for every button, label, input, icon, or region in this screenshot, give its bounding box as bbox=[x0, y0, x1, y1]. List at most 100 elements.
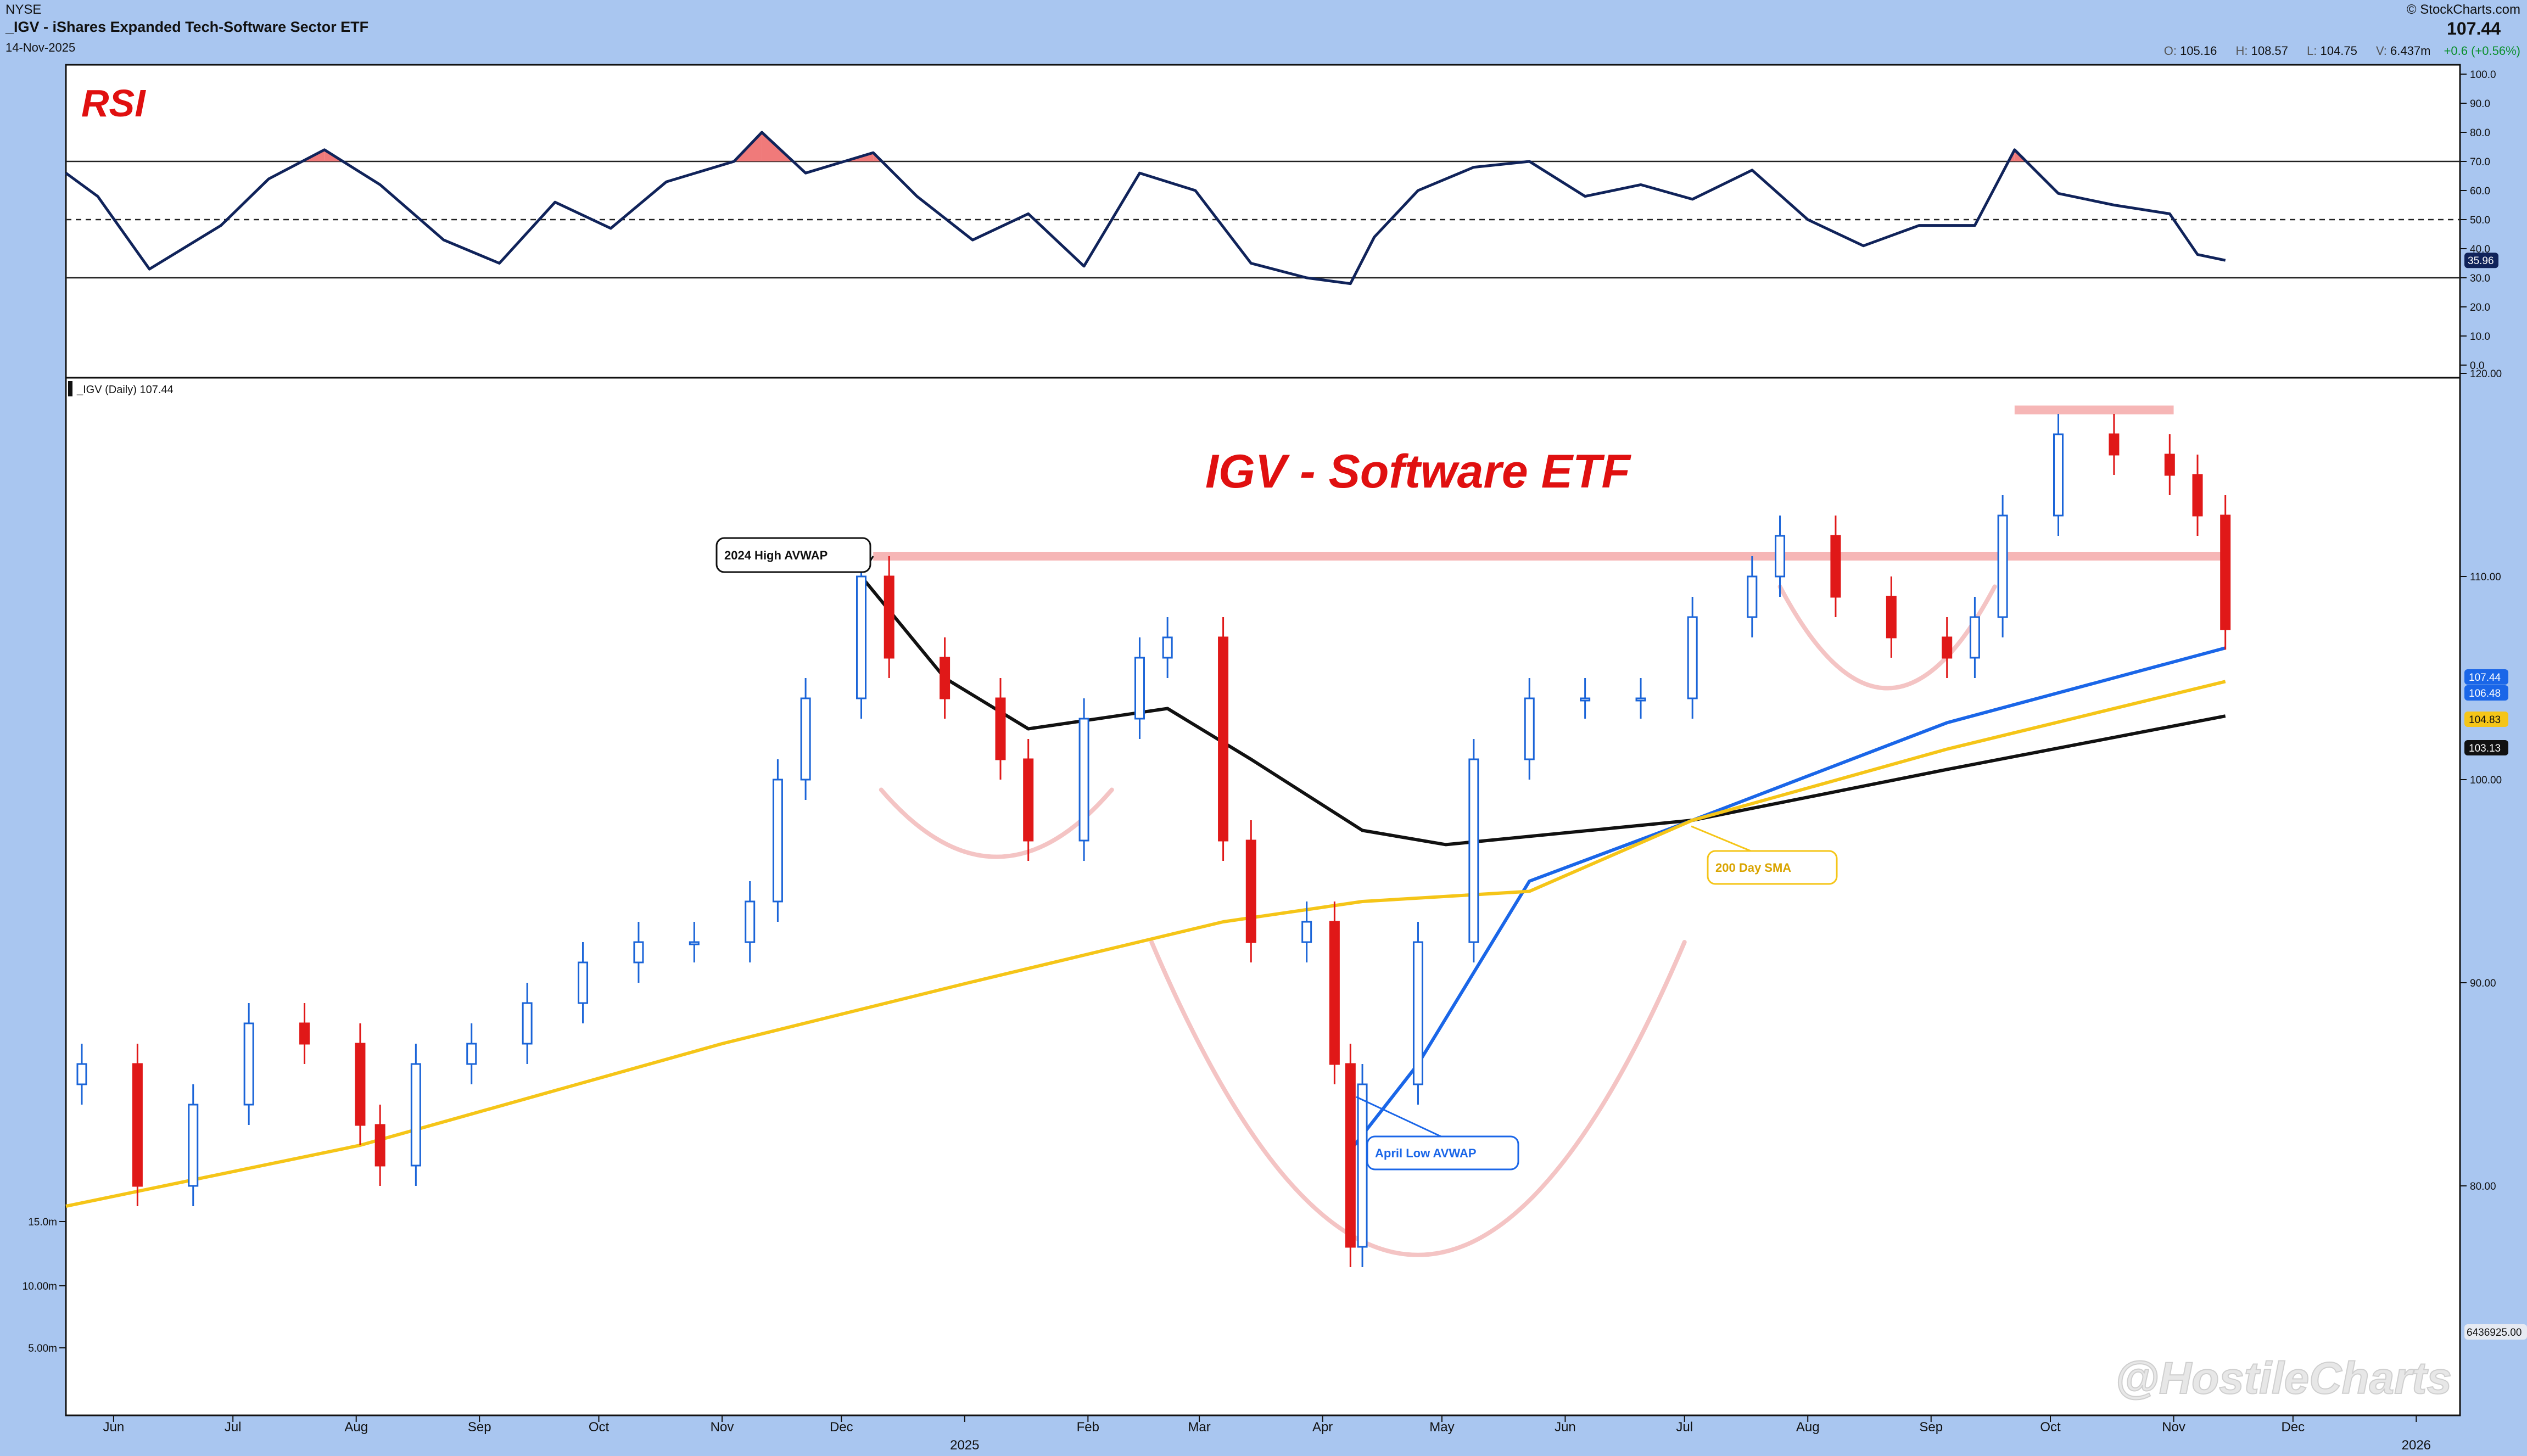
candle bbox=[2220, 495, 2231, 650]
price-tick-label: 100.00 bbox=[2470, 775, 2502, 786]
candle-body bbox=[1969, 616, 1980, 659]
low-value: 104.75 bbox=[2320, 44, 2357, 58]
candle bbox=[76, 1044, 87, 1105]
candle-body bbox=[1942, 636, 1953, 659]
candle bbox=[1775, 516, 1786, 597]
candle bbox=[2192, 455, 2203, 536]
candle-body bbox=[1580, 697, 1591, 702]
time-tick-label: Dec bbox=[830, 1420, 853, 1435]
candle bbox=[1329, 901, 1340, 1084]
rsi-series-line bbox=[65, 131, 2226, 285]
candle-body bbox=[1687, 616, 1698, 699]
candle bbox=[772, 759, 783, 922]
candle-body bbox=[2164, 453, 2175, 476]
candle bbox=[243, 1003, 254, 1125]
rsi-tick-label: 80.0 bbox=[2470, 127, 2490, 139]
candle bbox=[2164, 434, 2175, 495]
sma-200-line bbox=[65, 680, 2226, 1208]
low-label: L: bbox=[2307, 44, 2317, 58]
volume-last-badge: 6436925.00 bbox=[2464, 1324, 2527, 1340]
candle-body bbox=[1635, 697, 1646, 702]
change-value: +0.6 (+0.56%) bbox=[2444, 44, 2520, 58]
legend-swatch bbox=[68, 381, 72, 396]
stockcharts-brand[interactable]: © StockCharts.com bbox=[2406, 2, 2520, 17]
candle-body bbox=[772, 779, 783, 903]
ohlc-readout: O: 105.16 H: 108.57 L: 104.75 V: 6.437m … bbox=[2149, 44, 2520, 58]
candle-body bbox=[940, 657, 951, 699]
volume-value: 6.437m bbox=[2390, 44, 2431, 58]
price-label-badge: 104.83 bbox=[2464, 712, 2508, 727]
time-tick-label: Nov bbox=[711, 1420, 734, 1435]
candle-body bbox=[1023, 758, 1034, 842]
time-tick-label: Nov bbox=[2162, 1420, 2185, 1435]
candle-body bbox=[1329, 921, 1340, 1065]
candle-body bbox=[1468, 758, 1479, 943]
volume-tick-label: 10.00m bbox=[23, 1281, 57, 1292]
candle bbox=[1245, 820, 1256, 962]
candle-body bbox=[1078, 718, 1089, 842]
head-arc bbox=[1149, 940, 1687, 1257]
candle bbox=[1747, 556, 1758, 637]
candle bbox=[884, 556, 894, 678]
price-tick-label: 120.00 bbox=[2470, 368, 2502, 380]
candle bbox=[856, 556, 867, 719]
candle-body bbox=[1997, 514, 2008, 618]
candle bbox=[1687, 597, 1698, 719]
candle-body bbox=[1412, 941, 1423, 1085]
candle-body bbox=[2053, 433, 2064, 517]
candle-body bbox=[745, 900, 756, 943]
candle bbox=[374, 1105, 385, 1186]
price-label: 103.13 bbox=[2469, 743, 2501, 754]
time-tick-label: Apr bbox=[1312, 1420, 1333, 1435]
candle-body bbox=[884, 575, 894, 659]
candle bbox=[1886, 576, 1897, 658]
open-value: 105.16 bbox=[2180, 44, 2217, 58]
time-tick-label: Jun bbox=[103, 1420, 125, 1435]
candle-body bbox=[689, 941, 700, 945]
candle bbox=[2109, 414, 2120, 475]
candle-body bbox=[466, 1043, 477, 1065]
time-tick-label: Sep bbox=[468, 1420, 491, 1435]
right-shoulder-arc bbox=[1777, 584, 1997, 691]
exchange-label: NYSE bbox=[5, 2, 42, 17]
candle bbox=[466, 1023, 477, 1084]
candle-body bbox=[188, 1104, 199, 1187]
rsi-tick-label: 90.0 bbox=[2470, 98, 2490, 110]
candle bbox=[1524, 678, 1535, 780]
candle-body bbox=[633, 941, 644, 964]
time-tick-label: May bbox=[1429, 1420, 1454, 1435]
candle bbox=[1468, 739, 1479, 962]
price-panel bbox=[65, 377, 2461, 1416]
symbol-title: _IGV - iShares Expanded Tech-Software Se… bbox=[5, 19, 369, 35]
candle-body bbox=[76, 1063, 87, 1085]
watermark: @HostileCharts bbox=[2115, 1353, 2452, 1403]
candle bbox=[1345, 1044, 1356, 1267]
candle-body bbox=[1747, 575, 1758, 618]
rsi-panel bbox=[65, 64, 2461, 379]
callout-april-low-avwap-label: April Low AVWAP bbox=[1375, 1146, 1477, 1160]
candle bbox=[522, 983, 533, 1064]
candle bbox=[940, 637, 951, 719]
candle-body bbox=[1301, 921, 1312, 943]
candle-body bbox=[243, 1022, 254, 1106]
price-label: 107.44 bbox=[2469, 672, 2501, 684]
candle-body bbox=[1357, 1083, 1368, 1248]
rsi-tick-label: 60.0 bbox=[2470, 186, 2490, 197]
high-value: 108.57 bbox=[2251, 44, 2288, 58]
callout-2024-high-avwap: 2024 High AVWAP bbox=[715, 537, 874, 573]
candle-body bbox=[374, 1124, 385, 1167]
candle bbox=[1997, 495, 2008, 637]
time-tick-label: Sep bbox=[1919, 1420, 1943, 1435]
price-label-badge: 103.13 bbox=[2464, 740, 2508, 755]
candle-body bbox=[800, 697, 811, 781]
candle bbox=[1162, 617, 1173, 678]
candle bbox=[1023, 739, 1034, 861]
candle bbox=[745, 881, 756, 962]
volume-tick-label: 5.00m bbox=[28, 1343, 57, 1354]
candle-body bbox=[1162, 636, 1173, 659]
candle-body bbox=[995, 697, 1006, 760]
time-tick-label: Jul bbox=[225, 1420, 242, 1435]
volume-tick-label: 15.0m bbox=[28, 1217, 57, 1228]
rsi-last-value: 35.96 bbox=[2468, 255, 2494, 267]
